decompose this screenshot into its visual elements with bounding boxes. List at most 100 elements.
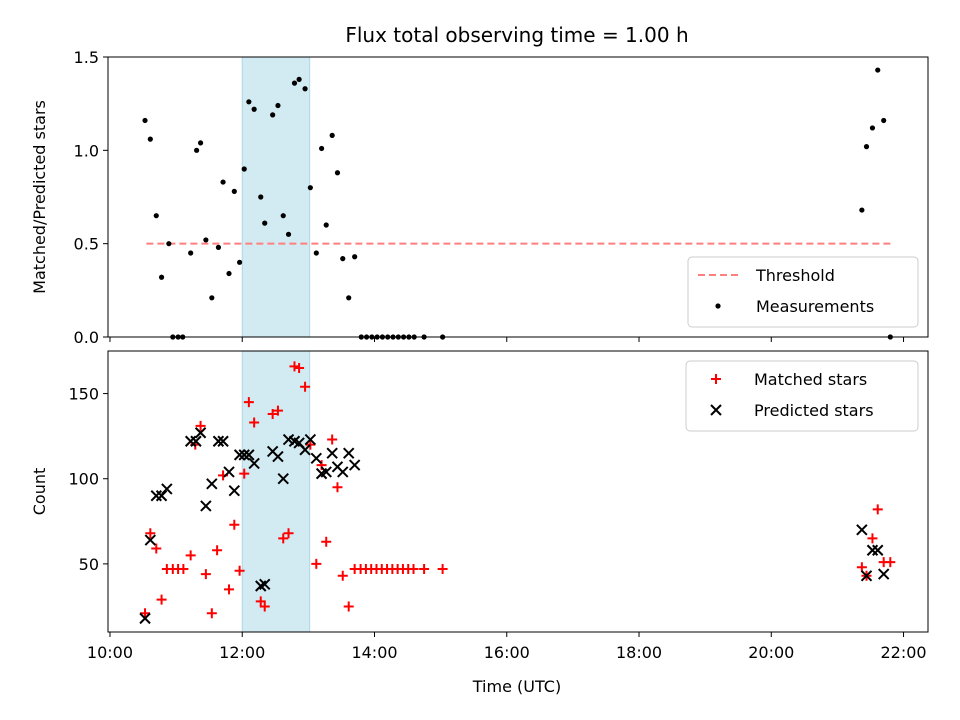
y-tick-label: 0.0 xyxy=(74,328,99,347)
matched-star-point xyxy=(224,584,235,595)
count-panel: 50 100 150 10:00 12:00 14:00 16:00 18:00 20:00 22… xyxy=(30,350,929,662)
measurement-point xyxy=(147,136,153,142)
predicted-star-point xyxy=(150,490,162,502)
predicted-star-point xyxy=(877,568,890,580)
matched-star-point xyxy=(419,563,430,574)
matched-star-point xyxy=(408,563,419,574)
matched-star-point xyxy=(151,543,162,554)
matched-star-point xyxy=(343,601,354,612)
measurement-point xyxy=(313,250,319,256)
x-tick-label: 22:00 xyxy=(880,643,926,662)
predicted-star-point xyxy=(866,544,879,556)
matched-star-point xyxy=(156,594,167,605)
matched-star-point xyxy=(283,528,294,539)
predicted-star-point xyxy=(233,449,246,461)
matched-star-point xyxy=(255,596,266,607)
matched-star-point xyxy=(206,608,217,619)
measurement-point xyxy=(231,188,237,194)
y-tick-label: 100 xyxy=(68,470,99,489)
measurement-point xyxy=(209,295,215,301)
predicted-star-point xyxy=(155,490,168,502)
x-tick-label: 12:00 xyxy=(219,643,265,662)
measurement-point xyxy=(226,270,232,277)
predicted-star-point xyxy=(190,435,202,447)
measurement-point xyxy=(153,213,159,219)
y-tick-label: 50 xyxy=(79,555,99,574)
measurement-point xyxy=(246,99,252,105)
measurement-point xyxy=(318,145,325,152)
matched-star-point xyxy=(289,361,300,372)
matched-star-point xyxy=(200,569,211,580)
measurement-point xyxy=(346,295,352,301)
measurement-point xyxy=(329,132,335,138)
measurement-point xyxy=(236,259,243,265)
predicted-star-point xyxy=(272,450,284,463)
legend-measurements-swatch xyxy=(715,303,721,309)
measurement-point xyxy=(352,254,358,260)
legend-label: Matched stars xyxy=(754,370,867,389)
predicted-star-point xyxy=(243,449,255,461)
predicted-star-point xyxy=(238,449,250,461)
matched-star-point xyxy=(229,519,240,530)
legend: Threshold Measurements xyxy=(687,256,919,328)
measurement-point xyxy=(307,185,313,191)
measurement-point xyxy=(302,86,308,92)
matched-star-point xyxy=(243,397,254,408)
matched-star-point xyxy=(234,565,245,576)
axes-frame xyxy=(107,350,929,633)
predicted-star-point xyxy=(872,544,884,556)
y-axis-label: Matched/Predicted stars xyxy=(30,100,49,294)
measurement-point xyxy=(859,207,865,213)
y-tick-label: 0.5 xyxy=(74,235,99,254)
matched-star-point xyxy=(332,482,343,493)
matched-star-point xyxy=(185,550,196,561)
predicted-star-point xyxy=(337,466,349,478)
measurement-point xyxy=(863,144,870,150)
measurement-point xyxy=(203,237,209,243)
measurement-point xyxy=(291,80,298,86)
predicted-star-point xyxy=(217,435,229,447)
matched-star-point xyxy=(267,409,278,420)
predicted-star-point xyxy=(228,484,241,497)
legend: Matched stars Predicted stars xyxy=(685,360,919,432)
predicted-star-point xyxy=(320,466,332,478)
predicted-star-point xyxy=(343,447,355,459)
measurement-point xyxy=(215,244,222,250)
matched-star-point xyxy=(249,417,260,428)
measurement-point xyxy=(142,117,148,124)
matched-star-point xyxy=(239,468,250,479)
matched-star-point xyxy=(872,504,883,515)
legend-box xyxy=(685,360,919,432)
measurement-point xyxy=(194,147,200,153)
matched-star-point xyxy=(327,434,338,445)
predicted-star-point xyxy=(144,534,157,546)
measurement-point xyxy=(280,213,286,219)
axes-frame xyxy=(107,56,929,338)
measurement-point xyxy=(197,140,204,146)
x-tick-label: 16:00 xyxy=(484,643,530,662)
legend-label: Measurements xyxy=(756,297,874,316)
legend-label: Threshold xyxy=(755,266,835,285)
measurement-point xyxy=(258,194,264,200)
measurement-point xyxy=(188,250,194,256)
matched-star-point xyxy=(212,545,223,556)
matched-star-point xyxy=(305,439,316,450)
matched-star-point xyxy=(272,405,283,416)
measurement-point xyxy=(220,179,226,185)
matched-star-point xyxy=(145,528,156,539)
measurement-point xyxy=(875,67,881,73)
measurement-point xyxy=(158,274,165,280)
matched-star-point xyxy=(867,533,878,544)
y-axis-label: Count xyxy=(30,468,49,516)
measurement-point xyxy=(166,241,172,247)
legend-predicted-swatch xyxy=(710,404,722,416)
predicted-star-point xyxy=(212,435,225,447)
measurement-point xyxy=(285,231,292,237)
predicted-star-point xyxy=(856,524,868,536)
predicted-star-point xyxy=(860,570,873,582)
y-tick-label: 1.0 xyxy=(74,141,99,160)
legend-matched-swatch xyxy=(711,374,721,384)
matched-star-point xyxy=(300,381,311,392)
matched-star-point xyxy=(437,563,448,574)
